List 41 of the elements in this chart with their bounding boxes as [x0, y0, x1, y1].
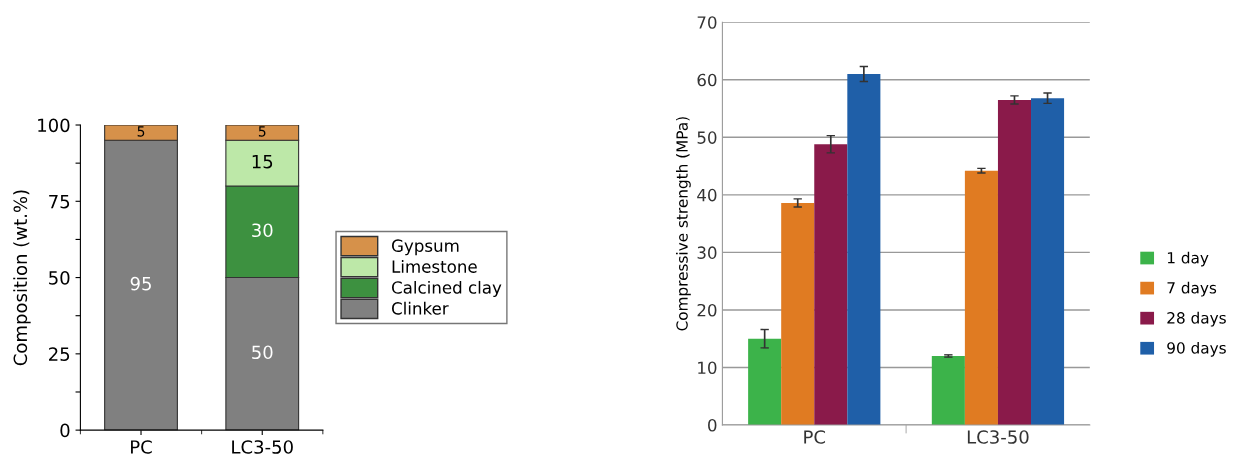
data-label: 5 — [137, 126, 145, 137]
y-tick-label: 10 — [698, 361, 717, 375]
data-label: 50 — [252, 345, 273, 360]
x-tick-label: LC3-50 — [232, 440, 293, 454]
x-tick-label: PC — [804, 430, 826, 444]
y-axis-title: Composition (wt.%) — [13, 190, 31, 366]
y-tick-label: 50 — [49, 271, 70, 285]
data-label: 15 — [252, 154, 273, 169]
y-tick-label: 25 — [49, 347, 70, 361]
y-tick-label: 0 — [60, 423, 70, 438]
data-label: 30 — [252, 223, 273, 238]
legend-label: Clinker — [391, 301, 449, 315]
y-tick-label: 100 — [38, 118, 70, 133]
legend-label: 7 days — [1167, 281, 1217, 297]
legend-label: Calcined clay — [391, 280, 502, 298]
legend-label: Limestone — [392, 259, 477, 273]
legend-label: Gypsum — [391, 239, 459, 256]
data-label: 95 — [130, 276, 151, 291]
x-tick-label: PC — [131, 440, 152, 454]
y-tick-label: 20 — [697, 303, 717, 317]
bar — [781, 202, 815, 426]
bar — [814, 144, 848, 426]
y-tick-label: 40 — [697, 188, 717, 202]
x-tick-label: LC3-50 — [967, 430, 1029, 444]
data-label: 5 — [258, 126, 266, 137]
bar — [997, 99, 1032, 426]
bar — [931, 355, 965, 426]
bar — [964, 170, 998, 426]
y-tick-label: 50 — [697, 131, 717, 144]
y-tick-label: 60 — [697, 73, 717, 87]
bar — [1031, 98, 1065, 426]
legend-label: 1 day — [1167, 251, 1209, 267]
bar — [847, 74, 881, 426]
legend-label: 28 days — [1167, 311, 1226, 327]
y-tick-label: 30 — [697, 246, 717, 259]
y-axis-title: Compressive strength (MPa) — [676, 117, 691, 331]
y-tick-label: 0 — [708, 419, 717, 432]
y-tick-label: 75 — [49, 194, 70, 209]
legend-label: 90 days — [1167, 341, 1226, 357]
y-tick-label: 70 — [697, 16, 717, 29]
bar — [748, 338, 782, 426]
